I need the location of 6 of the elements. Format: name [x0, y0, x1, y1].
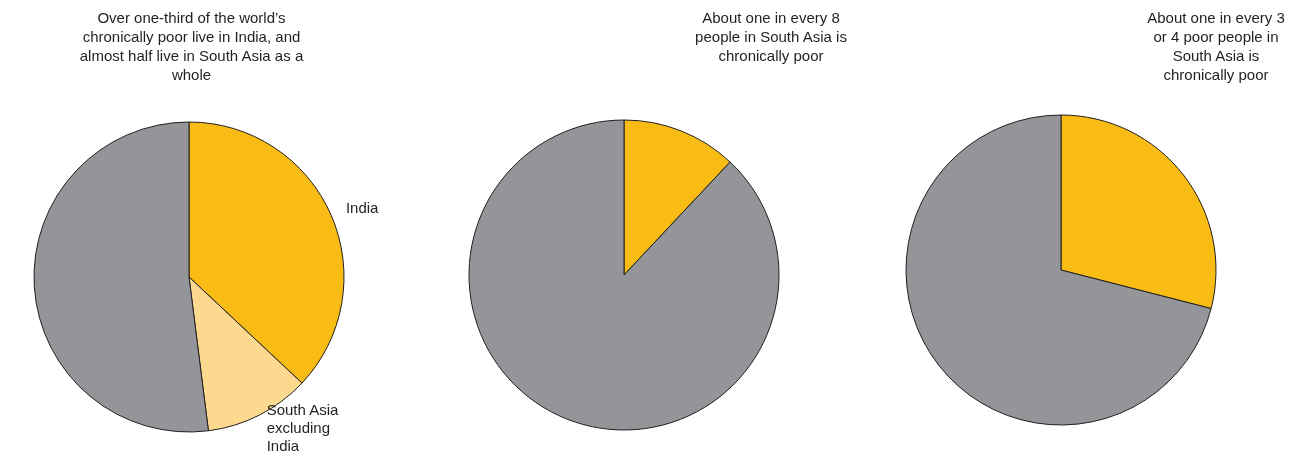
- slice-label: South Asia excluding India: [266, 401, 340, 455]
- pie-slice: [468, 119, 780, 431]
- chart-title: About one in every 8 people in South Asia is chronically poor: [694, 8, 848, 65]
- chart-title: Over one-third of the world’s chronically poor live in India, and almost half live in South Asia as a whole: [78, 8, 305, 84]
- slice-label: India: [345, 199, 380, 217]
- chart-title: About one in every 3 or 4 poor people in South Asia is chronically poor: [1146, 8, 1286, 84]
